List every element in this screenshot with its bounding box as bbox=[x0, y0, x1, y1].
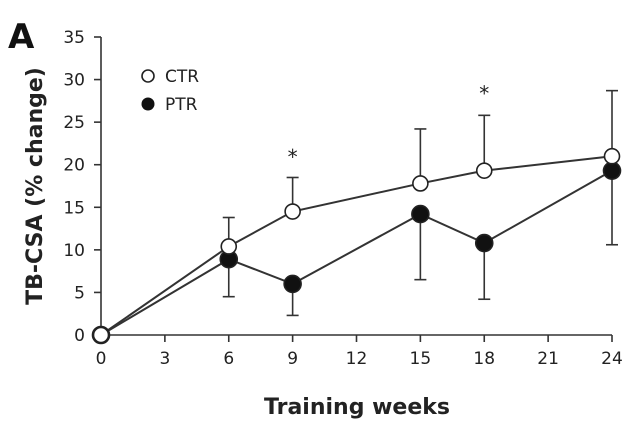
point-ctr bbox=[284, 203, 301, 220]
legend: CTR PTR bbox=[141, 67, 199, 115]
x-tick-label: 3 bbox=[159, 349, 170, 369]
series-line-ptr bbox=[100, 169, 613, 336]
point-ptr bbox=[283, 274, 302, 294]
y-axis-label: TB-CSA (% change) bbox=[23, 67, 48, 305]
series-line-ctr bbox=[100, 155, 613, 336]
x-tick-label: 6 bbox=[223, 349, 234, 369]
legend-ctr-label: CTR bbox=[165, 67, 199, 87]
y-tick-label: 10 bbox=[63, 241, 85, 261]
x-axis-label: Training weeks bbox=[264, 395, 450, 420]
significance-asterisk: * bbox=[288, 145, 298, 169]
panel-label: A bbox=[8, 17, 35, 57]
x-tick-label: 21 bbox=[537, 349, 559, 369]
significance-asterisk: * bbox=[479, 81, 489, 105]
point-ctr bbox=[92, 326, 110, 344]
x-tick-label: 0 bbox=[96, 349, 107, 369]
x-tick-label: 24 bbox=[601, 349, 623, 369]
point-ctr bbox=[220, 238, 238, 255]
x-tick-label: 9 bbox=[287, 349, 298, 369]
point-ctr bbox=[412, 175, 429, 192]
point-ctr bbox=[475, 162, 493, 179]
point-ptr bbox=[411, 204, 430, 224]
x-tick-label: 12 bbox=[346, 349, 368, 369]
axes: 0 3 6 9 12 15 18 21 24 0 5 10 15 20 25 30 35 bbox=[63, 28, 622, 369]
y-tick-label: 15 bbox=[63, 198, 85, 218]
point-ctr bbox=[603, 147, 621, 165]
y-tick-label: 20 bbox=[63, 156, 85, 176]
legend-ptr-marker bbox=[141, 97, 155, 111]
y-tick-label: 30 bbox=[63, 71, 85, 91]
legend-ctr-marker bbox=[141, 69, 155, 83]
y-tick-label: 25 bbox=[63, 113, 85, 133]
point-ptr bbox=[474, 233, 494, 253]
y-tick-label: 5 bbox=[74, 283, 85, 303]
x-tick-label: 15 bbox=[410, 349, 432, 369]
x-tick-label: 18 bbox=[473, 349, 495, 369]
y-tick-label: 0 bbox=[74, 326, 85, 346]
point-ptr bbox=[602, 161, 622, 180]
y-tick-label: 35 bbox=[63, 28, 85, 48]
legend-ptr-label: PTR bbox=[165, 95, 198, 115]
marks: ** bbox=[91, 81, 622, 345]
